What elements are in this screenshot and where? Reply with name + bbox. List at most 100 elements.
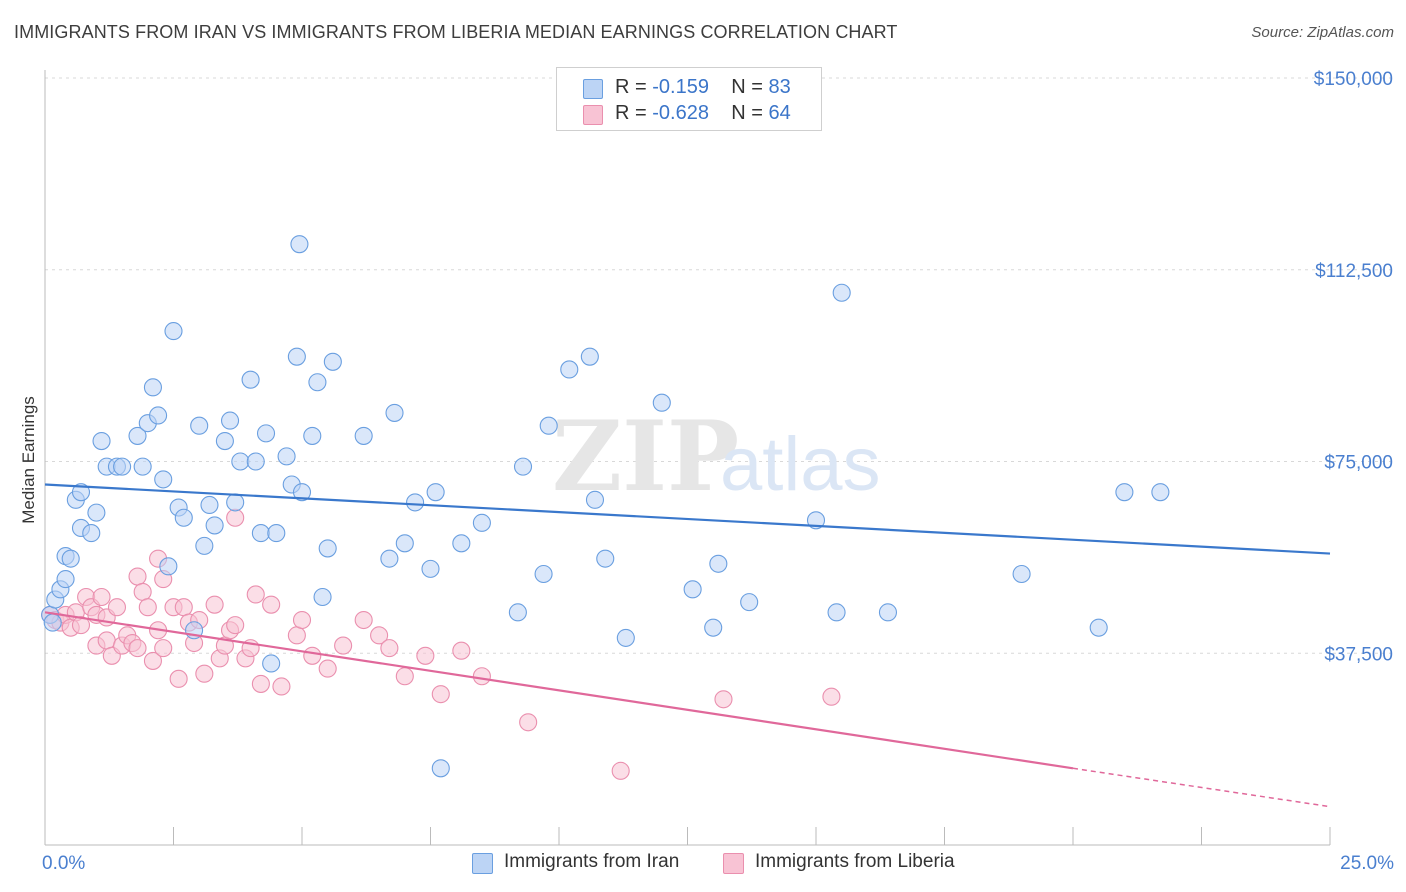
x-tick-label-max: 25.0% (1340, 853, 1394, 874)
iran-point (303, 426, 322, 445)
legend-r-value: -0.628 (652, 102, 709, 124)
iran-point (652, 393, 671, 412)
iran-point (149, 406, 168, 425)
watermark-zip: ZIP (552, 400, 739, 513)
iran-point (308, 373, 327, 392)
iran-point (323, 352, 342, 371)
iran-point (832, 283, 851, 302)
iran-point (56, 570, 75, 589)
bottom-legend-label-liberia: Immigrants from Liberia (755, 851, 955, 872)
liberia-point (107, 598, 127, 617)
iran-point (128, 426, 147, 445)
liberia-point (380, 639, 399, 658)
iran-point (133, 457, 152, 476)
liberia-point (251, 674, 270, 693)
liberia-point (472, 667, 491, 686)
legend-text-iran: R = -0.159 N = 83 (615, 76, 791, 99)
iran-point (164, 322, 183, 341)
liberia-point (169, 669, 188, 688)
iran-point (313, 587, 332, 607)
iran-point (585, 490, 605, 509)
iran-point (195, 536, 214, 555)
iran-point (395, 534, 414, 553)
liberia-point (519, 713, 538, 732)
bottom-legend-swatch-liberia (723, 853, 744, 874)
chart-source: Source: ZipAtlas.com (1251, 24, 1394, 41)
iran-point (1115, 483, 1134, 502)
y-tick-label: $150,000 (1314, 69, 1393, 90)
liberia-point (92, 587, 111, 607)
legend-r-value: -0.159 (652, 76, 709, 98)
trend-line-liberia (44, 611, 1074, 770)
liberia-point (71, 616, 91, 635)
trend-line-liberia-extrapolated (1072, 767, 1331, 808)
liberia-point (292, 610, 312, 630)
liberia-point (822, 687, 841, 706)
iran-point (246, 452, 265, 471)
iran-point (292, 483, 312, 502)
liberia-point (354, 610, 373, 630)
iran-point (596, 549, 615, 568)
iran-point (241, 370, 260, 389)
iran-point (82, 524, 101, 543)
iran-point (704, 618, 723, 637)
legend-swatch-liberia (583, 105, 603, 125)
liberia-point (395, 667, 414, 686)
iran-point (113, 457, 132, 476)
liberia-point (287, 626, 306, 645)
iran-point (452, 534, 471, 553)
iran-point (251, 524, 270, 543)
liberia-point (128, 639, 147, 658)
trend-lines (44, 483, 1331, 808)
iran-point (421, 559, 440, 578)
iran-point (61, 549, 80, 568)
series-iran-points (41, 235, 1170, 778)
iran-point (431, 759, 450, 778)
liberia-point (262, 595, 281, 614)
iran-point (215, 431, 234, 451)
iran-point (159, 557, 178, 576)
iran-point (385, 403, 404, 422)
watermark-atlas: atlas (720, 422, 881, 507)
y-tick-label: $112,500 (1315, 261, 1393, 282)
legend-n-label: N = (731, 102, 769, 124)
liberia-point (97, 631, 116, 650)
liberia-point (611, 761, 630, 780)
bottom-legend-label-iran: Immigrants from Iran (504, 851, 680, 872)
iran-point (878, 603, 898, 622)
iran-point (262, 654, 281, 673)
liberia-point (143, 651, 162, 670)
iran-point (174, 508, 193, 527)
iran-point (580, 347, 599, 366)
iran-point (190, 416, 209, 435)
legend-n-value: 83 (768, 76, 791, 98)
iran-point (539, 416, 558, 435)
liberia-point (226, 508, 245, 527)
iran-point (1089, 618, 1108, 637)
liberia-point (714, 690, 733, 709)
y-axis-label: Median Earnings (19, 396, 38, 524)
iran-point (513, 457, 533, 476)
bottom-legend-swatch-iran (472, 853, 493, 874)
liberia-point (246, 585, 265, 604)
trend-line-iran (44, 483, 1331, 555)
iran-point (277, 447, 296, 466)
liberia-point (452, 641, 471, 660)
y-tick-labels: $37,500 $75,000 $112,500 $150,000 (1314, 69, 1393, 665)
liberia-point (318, 659, 337, 678)
stats-legend: R = -0.159 N = 83 R = -0.628 N = 64 (556, 67, 822, 131)
iran-point (220, 411, 240, 430)
iran-point (71, 483, 91, 502)
legend-r-label: R = (615, 76, 653, 98)
iran-point (267, 524, 286, 543)
iran-point (472, 513, 491, 532)
iran-point (143, 378, 162, 397)
liberia-point (205, 595, 224, 614)
legend-text-liberia: R = -0.628 N = 64 (615, 102, 791, 125)
x-tick-label-min: 0.0% (42, 853, 85, 874)
iran-point (508, 603, 527, 622)
y-tick-label: $75,000 (1324, 453, 1393, 474)
source-site: ZipAtlas.com (1307, 24, 1394, 41)
iran-point (226, 493, 245, 512)
